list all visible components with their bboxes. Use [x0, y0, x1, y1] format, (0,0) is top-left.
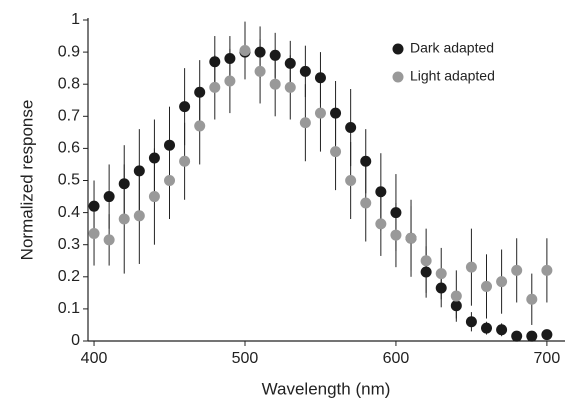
data-point — [390, 229, 402, 241]
data-point — [194, 86, 206, 98]
data-point — [375, 218, 387, 230]
data-point — [284, 81, 296, 93]
y-tick-label: 0.9 — [58, 43, 80, 60]
data-point — [420, 266, 432, 278]
data-point — [148, 152, 160, 164]
data-point — [179, 101, 191, 113]
data-point — [88, 200, 100, 212]
data-point — [481, 280, 493, 292]
data-point — [465, 316, 477, 328]
y-tick-label: 1 — [71, 11, 80, 28]
data-point — [133, 165, 145, 177]
y-tick-label: 0.8 — [58, 75, 80, 92]
data-point — [194, 120, 206, 132]
data-point — [360, 197, 372, 209]
data-point — [390, 207, 402, 219]
y-tick-label: 0.3 — [58, 236, 80, 253]
y-tick-label: 0 — [71, 332, 80, 349]
data-point — [299, 65, 311, 77]
y-tick-label: 0.4 — [58, 204, 80, 221]
data-point — [496, 324, 508, 336]
data-point — [209, 56, 221, 68]
data-point — [133, 210, 145, 222]
x-tick-label: 400 — [81, 350, 108, 367]
data-point — [511, 264, 523, 276]
x-tick-label: 600 — [383, 350, 410, 367]
data-point — [405, 232, 417, 244]
data-point — [254, 46, 266, 58]
data-point — [254, 65, 266, 77]
data-point — [224, 75, 236, 87]
y-axis-label: Normalized response — [17, 100, 36, 261]
data-point — [164, 139, 176, 151]
data-point — [269, 78, 281, 90]
legend-label: Light adapted — [410, 68, 495, 84]
data-point — [209, 81, 221, 93]
data-point — [465, 261, 477, 273]
data-point — [526, 330, 538, 342]
x-axis-label: Wavelength (nm) — [262, 379, 391, 398]
y-tick-label: 0.7 — [58, 108, 80, 125]
legend-label: Dark adapted — [410, 40, 494, 56]
data-point — [541, 264, 553, 276]
data-point — [88, 227, 100, 239]
data-point — [239, 44, 251, 56]
data-point — [420, 255, 432, 267]
data-point — [103, 234, 115, 246]
data-point — [299, 117, 311, 129]
data-point — [330, 107, 342, 119]
data-point — [314, 107, 326, 119]
x-tick-label: 500 — [232, 350, 259, 367]
data-point — [118, 213, 130, 225]
data-point — [541, 329, 553, 341]
data-point — [269, 49, 281, 61]
data-point — [118, 178, 130, 190]
data-point — [511, 330, 523, 342]
data-point — [103, 191, 115, 203]
y-tick-label: 0.6 — [58, 140, 80, 157]
data-point — [496, 276, 508, 288]
data-point — [345, 122, 357, 134]
legend-marker — [392, 43, 404, 55]
y-tick-label: 0.2 — [58, 268, 80, 285]
data-point — [330, 146, 342, 158]
legend-marker — [392, 71, 404, 83]
data-point — [360, 155, 372, 167]
data-point — [148, 191, 160, 203]
data-point — [450, 290, 462, 302]
data-point — [224, 53, 236, 65]
data-point — [375, 186, 387, 198]
data-point — [179, 155, 191, 167]
data-point — [435, 268, 447, 280]
data-point — [345, 175, 357, 186]
y-tick-label: 0.5 — [58, 172, 80, 189]
y-tick-label: 0.1 — [58, 300, 80, 317]
data-point — [164, 175, 176, 186]
data-point — [450, 300, 462, 312]
data-point — [284, 57, 296, 69]
data-point — [481, 322, 493, 334]
x-tick-label: 700 — [534, 350, 561, 367]
data-point — [526, 293, 538, 305]
data-point — [435, 282, 447, 294]
data-point — [314, 72, 326, 84]
